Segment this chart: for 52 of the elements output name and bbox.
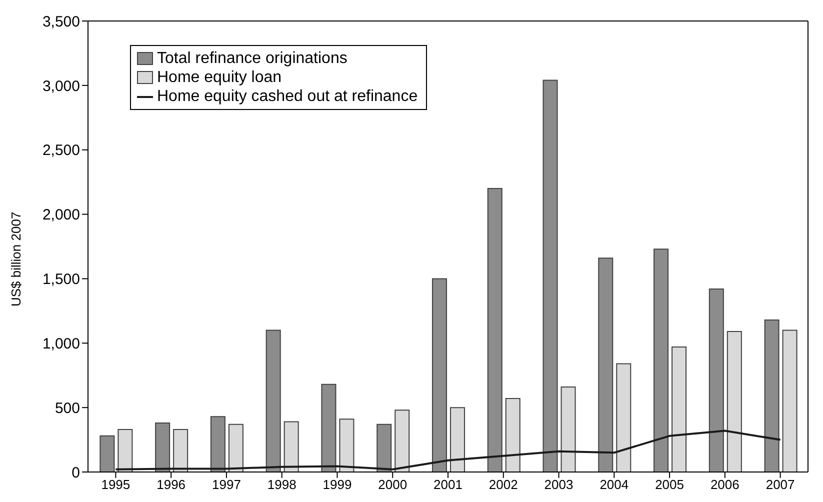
x-tick-label: 1998 (267, 477, 296, 492)
bar (598, 258, 614, 472)
bar (616, 363, 632, 472)
line-series (114, 430, 782, 470)
legend-label: Home equity loan (157, 68, 282, 87)
x-tick-label: 2000 (378, 477, 408, 492)
bar (450, 407, 465, 472)
bar (155, 422, 170, 472)
x-tick-label: 2004 (600, 477, 629, 492)
bar (394, 410, 410, 472)
y-axis-title: US$ billion 2007 (8, 212, 24, 306)
y-tick-label: 3,500 (42, 13, 80, 30)
bar (560, 386, 576, 472)
y-tick-label: 1,000 (42, 335, 80, 352)
bar (505, 398, 520, 472)
bar (173, 428, 188, 472)
bar (118, 428, 133, 472)
bar (764, 319, 780, 472)
x-tick-label: 2001 (434, 477, 462, 492)
bar (100, 435, 115, 472)
bar (487, 188, 502, 472)
x-tick-label: 1996 (156, 477, 186, 492)
x-tick-label: 2006 (710, 477, 740, 492)
bar (708, 288, 724, 472)
x-tick-label: 2003 (544, 477, 574, 492)
x-tick-label: 1995 (101, 477, 130, 492)
x-tick-label: 2002 (488, 477, 518, 492)
bar (210, 416, 226, 472)
x-tick-label: 1999 (322, 477, 352, 492)
bar (266, 330, 281, 472)
bar (432, 278, 447, 472)
legend-label: Total refinance originations (157, 49, 348, 68)
bar (542, 80, 558, 472)
bar (726, 331, 742, 472)
y-tick-label: 3,000 (42, 78, 80, 95)
y-tick-label: 1,500 (42, 271, 80, 288)
bar (782, 330, 798, 472)
bar (284, 421, 299, 472)
legend-label: Home equity cashed out at refinance (157, 87, 418, 106)
y-tick-label: 500 (54, 400, 80, 417)
x-tick-label: 2005 (655, 477, 684, 492)
bar (228, 424, 244, 472)
x-tick-label: 2007 (766, 477, 795, 492)
y-tick-label: 2,000 (42, 206, 80, 224)
bar (654, 248, 669, 472)
y-tick-label: 2,500 (42, 142, 80, 160)
bar (339, 418, 354, 472)
bar (321, 384, 336, 472)
x-tick-label: 1997 (212, 477, 241, 492)
bar (672, 346, 687, 472)
y-tick-label: 0 (72, 464, 80, 482)
bar (376, 424, 392, 472)
